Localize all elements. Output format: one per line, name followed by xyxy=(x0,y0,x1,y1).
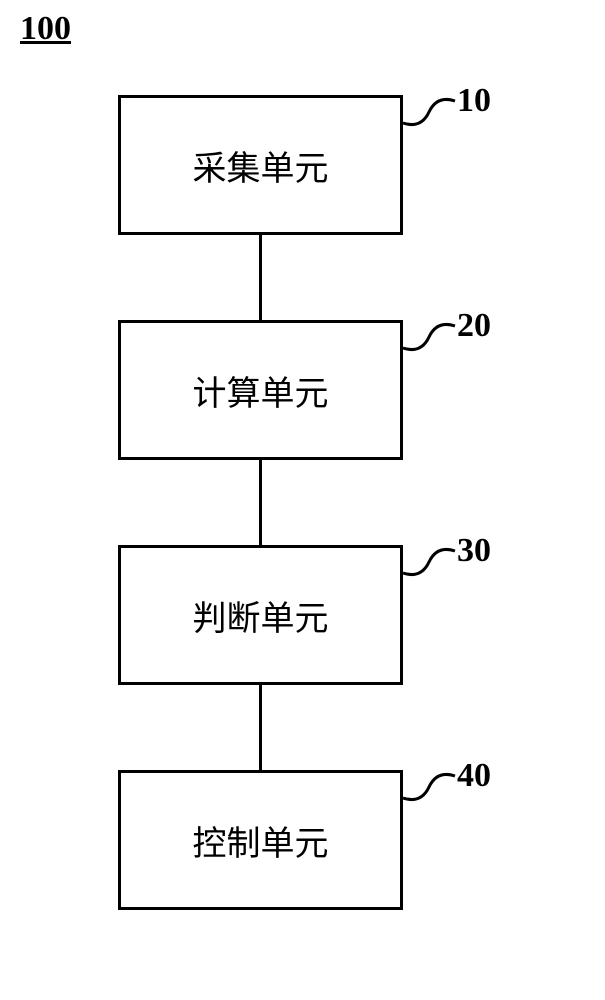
connector-judge-to-control xyxy=(259,685,262,770)
callout-leader-judge xyxy=(401,543,461,585)
diagram-canvas: 100 采集单元 10 计算单元 20 判断单元 30 控制单元 40 xyxy=(0,0,605,1000)
callout-leader-collect xyxy=(401,93,461,135)
callout-leader-compute xyxy=(401,318,461,360)
ref-label-compute: 20 xyxy=(457,307,491,345)
ref-label-judge: 30 xyxy=(457,532,491,570)
block-collect-label: 采集单元 xyxy=(193,141,329,190)
block-compute-label: 计算单元 xyxy=(193,366,329,415)
block-control-label: 控制单元 xyxy=(193,816,329,865)
block-judge-label: 判断单元 xyxy=(193,591,329,640)
ref-label-collect: 10 xyxy=(457,82,491,120)
figure-number: 100 xyxy=(20,10,71,48)
callout-leader-control xyxy=(401,768,461,810)
connector-collect-to-compute xyxy=(259,235,262,320)
block-collect: 采集单元 xyxy=(118,95,403,235)
block-judge: 判断单元 xyxy=(118,545,403,685)
block-control: 控制单元 xyxy=(118,770,403,910)
connector-compute-to-judge xyxy=(259,460,262,545)
block-compute: 计算单元 xyxy=(118,320,403,460)
ref-label-control: 40 xyxy=(457,757,491,795)
